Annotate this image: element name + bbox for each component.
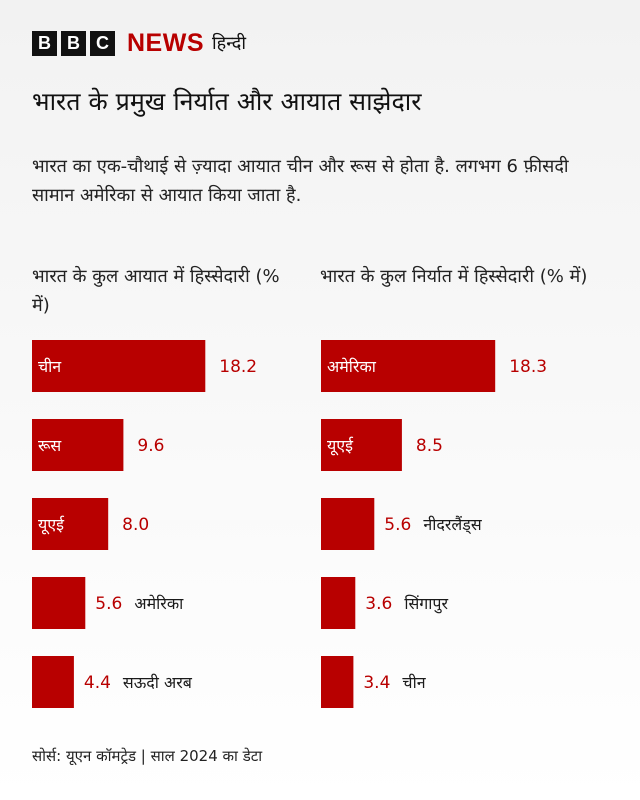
imports-value-label-4: 5.6 [95, 594, 122, 614]
imports-category-label-4: अमेरिका [134, 594, 184, 613]
imports-bar-5 [32, 656, 74, 708]
imports-bar-1 [32, 340, 206, 392]
source-note: सोर्स: यूएन कॉमट्रेड | साल 2024 का डेटा [32, 747, 263, 765]
imports-category-label-2: रूस [38, 436, 62, 455]
exports-bar-2 [321, 419, 402, 471]
exports-value-label-1: 18.3 [509, 357, 547, 377]
exports-bar-5 [321, 656, 354, 708]
imports-value-label-2: 9.6 [137, 436, 164, 456]
imports-bar-3 [32, 498, 109, 550]
exports-value-label-2: 8.5 [416, 436, 443, 456]
imports-value-label-5: 4.4 [84, 673, 111, 693]
exports-category-label-4: सिंगापुर [404, 594, 448, 614]
news-wordmark: NEWS [127, 29, 204, 57]
bbc-logo-b1: B [32, 31, 57, 56]
bbc-news-logo: B B C NEWS हिन्दी [32, 31, 246, 56]
exports-bar-1 [321, 340, 496, 392]
bbc-logo-c: C [90, 31, 115, 56]
exports-value-label-5: 3.4 [363, 673, 390, 693]
subtitle: भारत का एक-चौथाई से ज़्यादा आयात चीन और … [32, 156, 569, 206]
exports-chart-title: भारत के कुल निर्यात में हिस्सेदारी (% मे… [320, 266, 588, 287]
bbc-logo-b2: B [61, 31, 86, 56]
page-title: भारत के प्रमुख निर्यात और आयात साझेदार [32, 87, 422, 116]
exports-category-label-1: अमेरिका [327, 357, 377, 376]
imports-value-label-3: 8.0 [122, 515, 149, 535]
imports-bar-4 [32, 577, 86, 629]
imports-category-label-1: चीन [38, 357, 62, 376]
exports-bar-4 [321, 577, 356, 629]
exports-bar-3 [321, 498, 375, 550]
exports-category-label-2: यूएई [327, 436, 354, 456]
exports-value-label-4: 3.6 [365, 594, 392, 614]
exports-category-label-5: चीन [402, 673, 426, 692]
imports-chart-title: भारत के कुल आयात में हिस्सेदारी (% में) [32, 266, 280, 316]
exports-category-label-3: नीदरलैंड्स [423, 515, 482, 535]
imports-value-label-1: 18.2 [219, 357, 257, 377]
imports-category-label-5: सऊदी अरब [123, 673, 193, 692]
language-label: हिन्दी [212, 33, 247, 54]
imports-bar-2 [32, 419, 124, 471]
imports-category-label-3: यूएई [38, 515, 65, 535]
exports-value-label-3: 5.6 [384, 515, 411, 535]
